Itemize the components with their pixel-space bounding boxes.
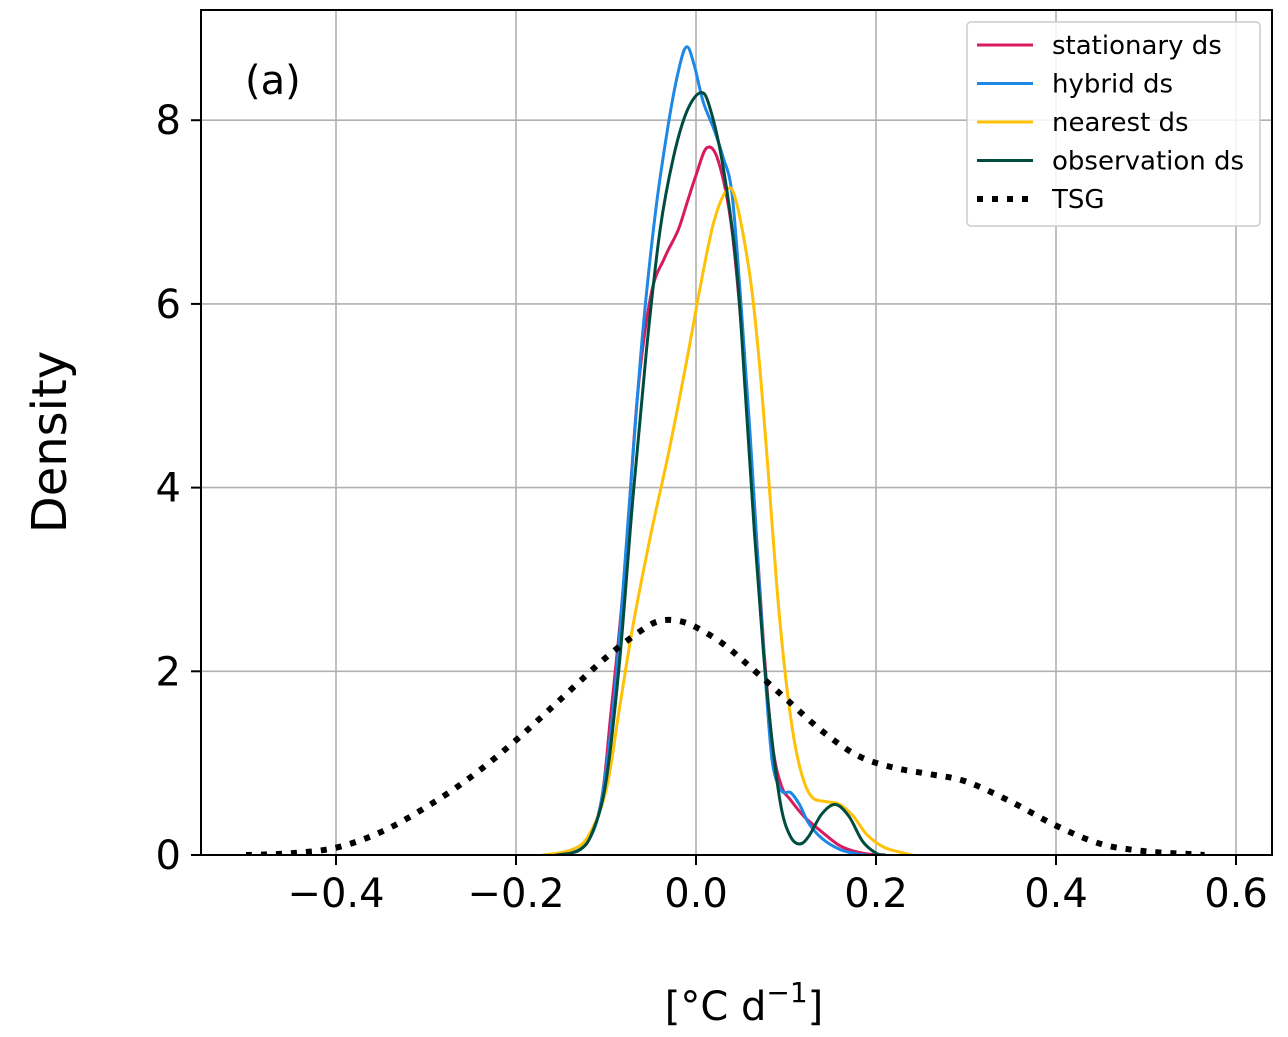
legend-label: stationary ds <box>1052 31 1222 61</box>
observation-ds-curve <box>555 91 887 855</box>
x-axis-label: [°C d−1] <box>665 976 824 1030</box>
plot-frame <box>200 9 1273 856</box>
x-tick-label: 0.0 <box>664 871 728 917</box>
hybrid-ds-curve <box>546 45 869 855</box>
legend-label: hybrid ds <box>1052 70 1173 100</box>
legend-label: nearest ds <box>1052 108 1189 138</box>
y-tick-label: 2 <box>156 649 181 695</box>
legend-box <box>966 21 1261 227</box>
y-tick-label: 8 <box>156 98 181 144</box>
x-tick-label: −0.2 <box>467 871 564 917</box>
panel-label: (a) <box>245 58 301 104</box>
y-tick-label: 4 <box>156 466 181 512</box>
legend: stationary ds hybrid ds nearest ds observat… <box>966 21 1261 227</box>
nearest-ds-curve <box>541 186 914 855</box>
y-tick-label: 6 <box>156 282 181 328</box>
stationary-ds-curve <box>546 145 878 855</box>
x-axis-label-exponent: −1 <box>766 976 807 1009</box>
x-tick-label: −0.4 <box>287 871 384 917</box>
y-tick-label: 0 <box>156 833 181 879</box>
series-layer <box>245 45 1205 855</box>
legend-label: TSG <box>1051 185 1105 215</box>
x-axis-label-close: ] <box>808 984 824 1030</box>
x-tick-label: 0.4 <box>1024 871 1088 917</box>
x-tick-label: 0.2 <box>844 871 908 917</box>
x-tick-label: 0.6 <box>1204 871 1268 917</box>
y-axis-label: Density <box>22 351 78 533</box>
tsg-curve <box>245 616 1205 855</box>
axis-ticks: −0.4 −0.2 0.0 0.2 0.4 0.6 0 2 4 6 8 <box>156 98 1268 917</box>
x-axis-label-main: [°C d <box>665 984 767 1030</box>
legend-label: observation ds <box>1052 147 1244 177</box>
